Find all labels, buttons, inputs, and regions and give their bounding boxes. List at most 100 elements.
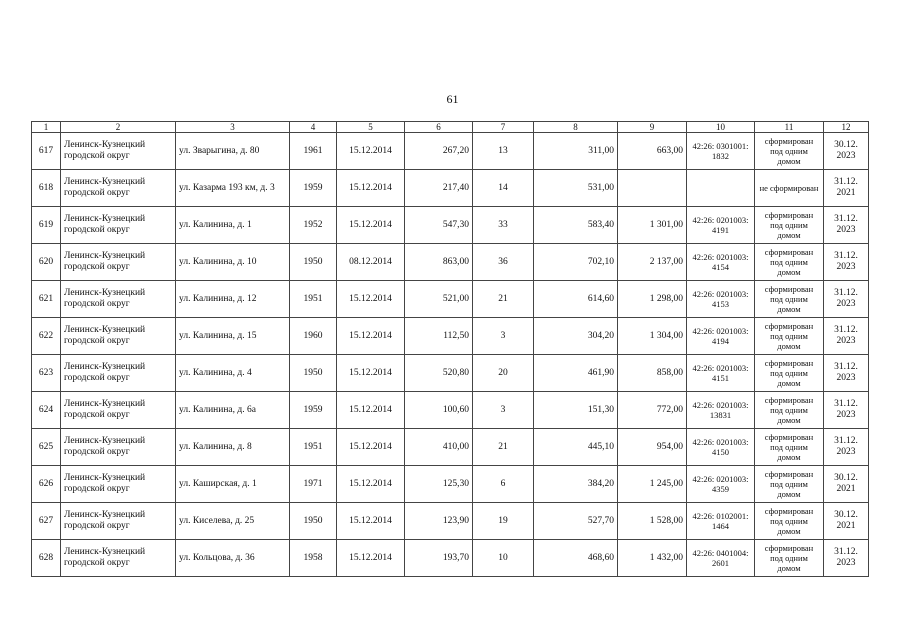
column-header: 3 — [175, 121, 290, 133]
cell-residents: 36 — [472, 243, 534, 281]
cell-cadastral-number: 42:26: 0201003: 4153 — [686, 280, 755, 318]
cell-land-area-2: 772,00 — [617, 391, 687, 429]
cell-year-built: 1950 — [289, 354, 337, 392]
cell-deadline: 31.12. 2023 — [823, 280, 869, 318]
cell-land-area: 151,30 — [533, 391, 618, 429]
cell-land-area: 614,60 — [533, 280, 618, 318]
column-header: 8 — [533, 121, 618, 133]
cell-land-area: 445,10 — [533, 428, 618, 466]
cell-year-built: 1971 — [289, 465, 337, 503]
cell-row-number: 625 — [31, 428, 61, 466]
cell-date: 15.12.2014 — [336, 539, 405, 577]
cell-row-number: 618 — [31, 169, 61, 207]
cell-municipality: Ленинск-Кузнецкий городской округ — [60, 354, 176, 392]
cell-year-built: 1959 — [289, 391, 337, 429]
cell-area: 267,20 — [404, 132, 473, 170]
cell-address: ул. Каширская, д. 1 — [175, 465, 290, 503]
cell-municipality: Ленинск-Кузнецкий городской округ — [60, 428, 176, 466]
table-row: 618 Ленинск-Кузнецкий городской округ ул. … — [31, 169, 869, 207]
cell-date: 15.12.2014 — [336, 206, 405, 244]
cell-land-status: не сформирован — [754, 169, 824, 207]
column-header: 6 — [404, 121, 473, 133]
cell-land-area: 527,70 — [533, 502, 618, 540]
cell-year-built: 1951 — [289, 280, 337, 318]
cell-land-status: сформирован под одним домом — [754, 428, 824, 466]
cell-cadastral-number — [686, 169, 755, 207]
cell-area: 100,60 — [404, 391, 473, 429]
cell-land-area-2: 954,00 — [617, 428, 687, 466]
cell-row-number: 627 — [31, 502, 61, 540]
cell-deadline: 31.12. 2023 — [823, 206, 869, 244]
cell-land-status: сформирован под одним домом — [754, 280, 824, 318]
table-row: 623 Ленинск-Кузнецкий городской округ ул. … — [31, 354, 869, 392]
cell-row-number: 626 — [31, 465, 61, 503]
cell-deadline: 30.12. 2021 — [823, 465, 869, 503]
cell-row-number: 619 — [31, 206, 61, 244]
cell-deadline: 30.12. 2021 — [823, 502, 869, 540]
cell-address: ул. Калинина, д. 4 — [175, 354, 290, 392]
cell-cadastral-number: 42:26: 0201003: 4151 — [686, 354, 755, 392]
cell-cadastral-number: 42:26: 0401004: 2601 — [686, 539, 755, 577]
cell-year-built: 1950 — [289, 243, 337, 281]
cell-land-area-2: 1 298,00 — [617, 280, 687, 318]
cell-residents: 6 — [472, 465, 534, 503]
table-row: 621 Ленинск-Кузнецкий городской округ ул. … — [31, 280, 869, 318]
housing-table: 1 2 3 4 5 6 7 8 9 10 11 12 617 Ленинск-Кузнецкий гор… — [31, 121, 869, 577]
cell-deadline: 31.12. 2023 — [823, 317, 869, 355]
table-row: 624 Ленинск-Кузнецкий городской округ ул. … — [31, 391, 869, 429]
column-header: 9 — [617, 121, 687, 133]
cell-year-built: 1959 — [289, 169, 337, 207]
cell-deadline: 31.12. 2023 — [823, 428, 869, 466]
cell-area: 112,50 — [404, 317, 473, 355]
cell-municipality: Ленинск-Кузнецкий городской округ — [60, 280, 176, 318]
cell-cadastral-number: 42:26: 0301001: 1832 — [686, 132, 755, 170]
cell-cadastral-number: 42:26: 0201003: 13831 — [686, 391, 755, 429]
cell-land-area-2: 1 304,00 — [617, 317, 687, 355]
cell-address: ул. Калинина, д. 1 — [175, 206, 290, 244]
cell-land-area: 468,60 — [533, 539, 618, 577]
cell-deadline: 31.12. 2023 — [823, 243, 869, 281]
cell-municipality: Ленинск-Кузнецкий городской округ — [60, 465, 176, 503]
cell-area: 520,80 — [404, 354, 473, 392]
cell-land-area: 311,00 — [533, 132, 618, 170]
cell-row-number: 622 — [31, 317, 61, 355]
cell-area: 123,90 — [404, 502, 473, 540]
cell-land-area-2: 2 137,00 — [617, 243, 687, 281]
cell-address: ул. Кольцова, д. 36 — [175, 539, 290, 577]
table-row: 620 Ленинск-Кузнецкий городской округ ул. … — [31, 243, 869, 281]
cell-land-area-2: 1 528,00 — [617, 502, 687, 540]
cell-date: 15.12.2014 — [336, 354, 405, 392]
cell-residents: 13 — [472, 132, 534, 170]
table-row: 626 Ленинск-Кузнецкий городской округ ул. … — [31, 465, 869, 503]
cell-land-area-2: 1 432,00 — [617, 539, 687, 577]
cell-residents: 20 — [472, 354, 534, 392]
cell-residents: 21 — [472, 428, 534, 466]
cell-area: 863,00 — [404, 243, 473, 281]
cell-residents: 33 — [472, 206, 534, 244]
cell-date: 08.12.2014 — [336, 243, 405, 281]
cell-cadastral-number: 42:26: 0201003: 4154 — [686, 243, 755, 281]
cell-address: ул. Казарма 193 км, д. 3 — [175, 169, 290, 207]
column-header: 1 — [31, 121, 61, 133]
cell-row-number: 628 — [31, 539, 61, 577]
table-row: 617 Ленинск-Кузнецкий городской округ ул. … — [31, 132, 869, 170]
cell-date: 15.12.2014 — [336, 132, 405, 170]
cell-address: ул. Калинина, д. 10 — [175, 243, 290, 281]
cell-land-area: 583,40 — [533, 206, 618, 244]
column-header: 4 — [289, 121, 337, 133]
cell-date: 15.12.2014 — [336, 465, 405, 503]
cell-land-status: сформирован под одним домом — [754, 465, 824, 503]
cell-row-number: 621 — [31, 280, 61, 318]
cell-row-number: 623 — [31, 354, 61, 392]
cell-area: 521,00 — [404, 280, 473, 318]
cell-address: ул. Калинина, д. 15 — [175, 317, 290, 355]
cell-land-area-2 — [617, 169, 687, 207]
cell-residents: 14 — [472, 169, 534, 207]
cell-residents: 21 — [472, 280, 534, 318]
column-header: 11 — [754, 121, 824, 133]
cell-address: ул. Калинина, д. 12 — [175, 280, 290, 318]
cell-land-area: 304,20 — [533, 317, 618, 355]
cell-year-built: 1958 — [289, 539, 337, 577]
cell-area: 217,40 — [404, 169, 473, 207]
